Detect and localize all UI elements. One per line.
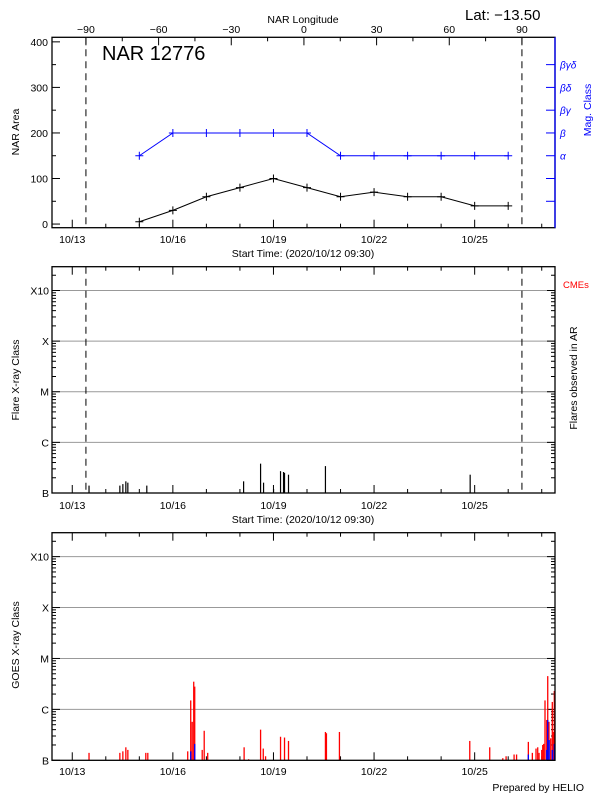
x-tick-label: 10/16	[160, 766, 186, 778]
x-tick-label: 10/22	[361, 766, 387, 778]
area-point	[403, 192, 412, 201]
area-point	[135, 217, 144, 226]
mag-class-point	[504, 151, 513, 160]
x-tick-label: 10/13	[59, 500, 85, 512]
area-point	[504, 201, 513, 210]
area-point	[470, 201, 479, 210]
mag-class-point	[470, 151, 479, 160]
y-tick-label: B	[42, 488, 49, 500]
x-tick-label: 10/16	[160, 500, 186, 512]
mag-class-point	[269, 128, 278, 137]
x-tick-label: 10/22	[361, 500, 387, 512]
area-point	[302, 183, 311, 192]
mag-class-point	[370, 151, 379, 160]
x-tick-label: 10/16	[160, 234, 186, 246]
longitude-tick-label: −60	[150, 24, 168, 36]
x-axis-label-middle: Start Time: (2020/10/12 09:30)	[232, 514, 374, 526]
x-tick-label: 10/25	[462, 500, 488, 512]
x-axis-label-top: Start Time: (2020/10/12 09:30)	[232, 248, 374, 260]
mag-class-point	[135, 151, 144, 160]
goes-class-axis-label: GOES X-ray Class	[10, 601, 22, 689]
y-tick-label: 400	[30, 37, 48, 49]
longitude-tick-label: 60	[443, 24, 455, 36]
y-tick-label: C	[41, 704, 49, 716]
plot-frame	[51, 532, 556, 761]
y-tick-label: X	[42, 603, 49, 615]
y-tick-label: 300	[30, 82, 48, 94]
y-tick-label: M	[40, 387, 49, 399]
mag-class-axis-label: Mag. Class	[582, 84, 594, 137]
x-tick-label: 10/19	[260, 500, 286, 512]
mag-class-tick-label: βδ	[559, 83, 572, 94]
region-title: NAR 12776	[102, 43, 205, 65]
longitude-tick-label: −90	[77, 24, 95, 36]
x-tick-label: 10/25	[462, 766, 488, 778]
longitude-axis-label: NAR Longitude	[267, 14, 338, 26]
y-tick-label: X10	[30, 285, 49, 297]
flares-observed-label: Flares observed in AR	[568, 326, 580, 430]
area-point	[269, 174, 278, 183]
mag-class-point	[168, 128, 177, 137]
longitude-tick-label: 90	[516, 24, 528, 36]
x-tick-label: 10/19	[260, 766, 286, 778]
y-tick-label: X	[42, 336, 49, 348]
area-point	[168, 206, 177, 215]
lat-label: Lat: −13.50	[465, 7, 540, 24]
mag-class-point	[336, 151, 345, 160]
area-point	[336, 192, 345, 201]
mag-class-point	[202, 128, 211, 137]
x-tick-label: 10/13	[59, 766, 85, 778]
area-series-line	[139, 177, 509, 223]
x-tick-label: 10/19	[260, 234, 286, 246]
y-tick-label: C	[41, 437, 49, 449]
mag-class-series-line	[139, 132, 509, 157]
longitude-tick-label: −30	[222, 24, 240, 36]
x-tick-label: 10/13	[59, 234, 85, 246]
mag-class-tick-label: βγ	[559, 106, 572, 117]
plot-frame	[51, 266, 556, 494]
area-point	[370, 188, 379, 197]
y-tick-label: 100	[30, 174, 48, 186]
mag-class-point	[437, 151, 446, 160]
cme-legend: CMEs	[563, 280, 589, 291]
longitude-tick-label: 30	[371, 24, 383, 36]
area-axis-label: NAR Area	[10, 108, 22, 155]
mag-class-point	[302, 128, 311, 137]
mag-class-point	[235, 128, 244, 137]
mag-class-tick-label: α	[560, 152, 566, 163]
y-tick-label: 200	[30, 128, 48, 140]
x-tick-label: 10/22	[361, 234, 387, 246]
prepared-by-footer: Prepared by HELIO	[492, 782, 584, 794]
longitude-tick-label: 0	[301, 24, 307, 36]
mag-class-tick-label: βγδ	[559, 61, 577, 72]
y-tick-label: M	[40, 653, 49, 665]
area-point	[437, 192, 446, 201]
mag-class-tick-label: β	[559, 129, 566, 140]
area-point	[235, 183, 244, 192]
y-tick-label: X10	[30, 552, 49, 564]
mag-class-point	[403, 151, 412, 160]
area-point	[202, 192, 211, 201]
x-tick-label: 10/25	[462, 234, 488, 246]
y-tick-label: B	[42, 755, 49, 767]
y-tick-label: 0	[42, 219, 48, 231]
flare-class-axis-label: Flare X-ray Class	[10, 339, 22, 420]
